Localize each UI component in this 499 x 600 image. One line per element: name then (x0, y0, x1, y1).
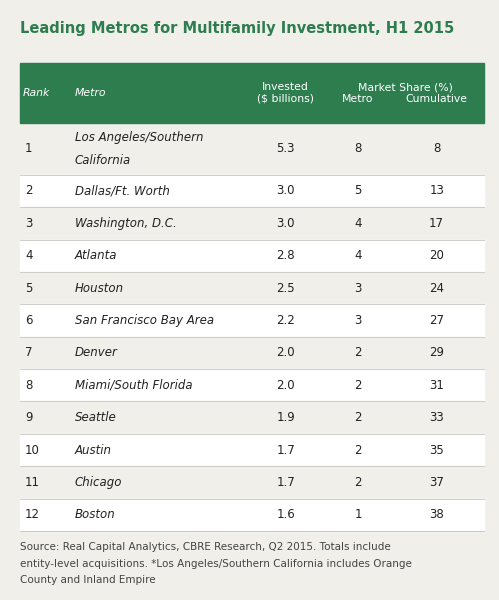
Text: 1.6: 1.6 (276, 508, 295, 521)
Text: 2.0: 2.0 (276, 379, 295, 392)
Text: Seattle: Seattle (75, 411, 117, 424)
Text: Dallas/Ft. Worth: Dallas/Ft. Worth (75, 185, 170, 197)
Text: 27: 27 (429, 314, 444, 327)
Text: 29: 29 (429, 346, 444, 359)
Text: Miami/South Florida: Miami/South Florida (75, 379, 193, 392)
Text: 35: 35 (429, 443, 444, 457)
Bar (20, 401, 484, 434)
Text: 8: 8 (433, 142, 440, 155)
Text: Washington, D.C.: Washington, D.C. (75, 217, 177, 230)
Text: Denver: Denver (75, 346, 118, 359)
Text: 2.0: 2.0 (276, 346, 295, 359)
Text: 1.7: 1.7 (276, 443, 295, 457)
Text: entity-level acquisitions. *Los Angeles/Southern California includes Orange: entity-level acquisitions. *Los Angeles/… (20, 559, 412, 569)
Text: 1: 1 (354, 508, 362, 521)
Text: 33: 33 (429, 411, 444, 424)
Text: ($ billions): ($ billions) (257, 94, 314, 104)
Text: 3.0: 3.0 (276, 185, 295, 197)
Bar (20, 434, 484, 466)
Text: Houston: Houston (75, 281, 124, 295)
Text: County and Inland Empire: County and Inland Empire (20, 575, 156, 586)
Text: 4: 4 (354, 217, 362, 230)
Text: 8: 8 (354, 142, 362, 155)
Text: 5: 5 (354, 185, 362, 197)
Text: Rank: Rank (22, 88, 50, 98)
Text: Los Angeles/Southern: Los Angeles/Southern (75, 131, 204, 144)
Bar (20, 63, 484, 123)
Bar (20, 272, 484, 304)
Text: 1.9: 1.9 (276, 411, 295, 424)
Bar (20, 239, 484, 272)
Text: 31: 31 (429, 379, 444, 392)
Text: 2.2: 2.2 (276, 314, 295, 327)
Text: California: California (75, 154, 131, 167)
Text: 11: 11 (25, 476, 40, 489)
Text: 4: 4 (25, 249, 32, 262)
Text: 3.0: 3.0 (276, 217, 295, 230)
Text: Chicago: Chicago (75, 476, 122, 489)
Bar (20, 466, 484, 499)
Bar (20, 123, 484, 175)
Text: 12: 12 (25, 508, 40, 521)
Text: 2.8: 2.8 (276, 249, 295, 262)
Text: Leading Metros for Multifamily Investment, H1 2015: Leading Metros for Multifamily Investmen… (20, 21, 454, 36)
Text: Austin: Austin (75, 443, 112, 457)
Text: 2: 2 (354, 379, 362, 392)
Text: Metro: Metro (75, 88, 106, 98)
Bar (20, 369, 484, 401)
Text: 5: 5 (25, 281, 32, 295)
Text: 10: 10 (25, 443, 40, 457)
Bar (20, 337, 484, 369)
Text: 2: 2 (354, 476, 362, 489)
Text: 1.7: 1.7 (276, 476, 295, 489)
Text: 3: 3 (25, 217, 32, 230)
Text: 9: 9 (25, 411, 32, 424)
Text: 2: 2 (25, 185, 32, 197)
Text: Invested: Invested (262, 82, 309, 92)
Text: 17: 17 (429, 217, 444, 230)
Text: San Francisco Bay Area: San Francisco Bay Area (75, 314, 214, 327)
Text: Metro: Metro (342, 94, 374, 104)
Text: 4: 4 (354, 249, 362, 262)
Text: 20: 20 (429, 249, 444, 262)
Text: 2: 2 (354, 346, 362, 359)
Text: Boston: Boston (75, 508, 116, 521)
Bar (20, 175, 484, 207)
Text: 5.3: 5.3 (276, 142, 295, 155)
Text: 24: 24 (429, 281, 444, 295)
Text: 2: 2 (354, 443, 362, 457)
Text: 1: 1 (25, 142, 32, 155)
Text: 38: 38 (429, 508, 444, 521)
Bar (20, 304, 484, 337)
Text: 2.5: 2.5 (276, 281, 295, 295)
Text: 13: 13 (429, 185, 444, 197)
Bar (20, 207, 484, 239)
Text: Market Share (%): Market Share (%) (358, 82, 453, 92)
Text: 2: 2 (354, 411, 362, 424)
Text: 37: 37 (429, 476, 444, 489)
Bar (20, 499, 484, 531)
Text: 3: 3 (354, 314, 362, 327)
Text: 8: 8 (25, 379, 32, 392)
Text: Atlanta: Atlanta (75, 249, 117, 262)
Text: Cumulative: Cumulative (406, 94, 468, 104)
Text: 3: 3 (354, 281, 362, 295)
Text: 6: 6 (25, 314, 32, 327)
Text: 7: 7 (25, 346, 32, 359)
Text: Source: Real Capital Analytics, CBRE Research, Q2 2015. Totals include: Source: Real Capital Analytics, CBRE Res… (20, 542, 391, 552)
